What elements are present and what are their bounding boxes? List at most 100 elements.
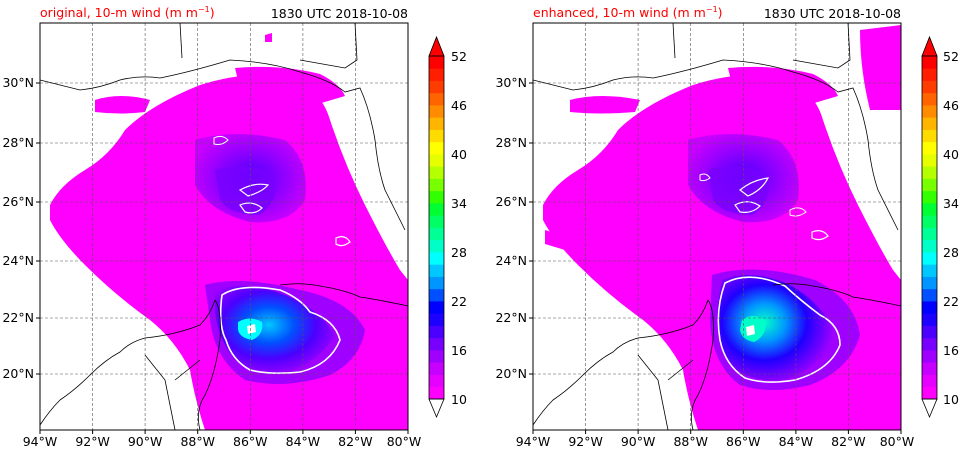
colorbar-segment <box>429 264 444 277</box>
right-panel-title: enhanced, 10-m wind (m m−1) <box>533 5 723 20</box>
colorbar-tick-label: 40 <box>451 147 467 162</box>
colorbar-segment <box>922 178 937 192</box>
colorbar-tick-label: 52 <box>451 49 467 64</box>
colorbar-segment <box>922 362 937 375</box>
left-axis-ticks <box>36 82 409 434</box>
right-wind-field <box>533 23 901 430</box>
colorbar-segment <box>429 117 444 130</box>
lon-label: 88°W <box>673 434 708 449</box>
right-map-frame <box>532 22 902 431</box>
colorbar-segment <box>429 350 444 363</box>
colorbar-segment <box>429 80 444 94</box>
colorbar-segment <box>429 239 444 253</box>
lon-label: 90°W <box>621 434 656 449</box>
colorbar-segment <box>922 252 937 265</box>
colorbar-segment <box>922 350 937 363</box>
colorbar-tick-label: 34 <box>943 196 959 211</box>
right-colorbar-frame <box>921 55 938 400</box>
colorbar-segment <box>922 276 937 290</box>
right-colorbar-max-extension <box>921 35 938 57</box>
colorbar-tick-label: 22 <box>943 294 959 309</box>
right-coastline <box>533 23 901 430</box>
left-map-frame <box>39 22 409 431</box>
left-colorbar-labels: 52 46 40 34 28 22 16 10 <box>451 49 467 407</box>
colorbar-segment <box>429 56 444 69</box>
colorbar-tick-label: 22 <box>451 294 467 309</box>
left-colorbar-max-extension <box>428 35 445 57</box>
colorbar-segment <box>429 374 444 388</box>
colorbar-tick-label: 10 <box>451 392 467 407</box>
colorbar-tick-label: 52 <box>943 49 959 64</box>
colorbar-segment <box>429 92 444 106</box>
right-graticule <box>533 23 901 430</box>
colorbar-segment <box>429 386 444 400</box>
colorbar-tick-label: 16 <box>943 343 959 358</box>
left-coastline <box>40 23 408 430</box>
colorbar-segment <box>922 288 937 302</box>
lon-label: 94°W <box>23 434 58 449</box>
left-colorbar-min-extension <box>428 398 445 419</box>
colorbar-segment <box>429 154 444 167</box>
colorbar-segment <box>922 264 937 277</box>
colorbar-segment <box>922 154 937 167</box>
lon-label: 92°W <box>568 434 603 449</box>
colorbar-segment <box>429 313 444 326</box>
lat-label: 26°N <box>2 194 34 209</box>
left-panel-title: original, 10-m wind (m m−1) <box>40 5 215 20</box>
colorbar-segment <box>429 252 444 265</box>
lat-label: 28°N <box>2 135 34 150</box>
lat-label: 28°N <box>495 135 527 150</box>
lat-label: 24°N <box>495 253 527 268</box>
left-map-panel: original, 10-m wind (m m−1) 1830 UTC 201… <box>2 5 421 449</box>
lon-label: 80°W <box>880 434 915 449</box>
colorbar-segment <box>429 227 444 241</box>
colorbar-segment <box>922 92 937 106</box>
colorbar-tick-label: 40 <box>943 147 959 162</box>
lat-label: 30°N <box>2 75 34 90</box>
left-panel-timestamp: 1830 UTC 2018-10-08 <box>271 6 408 21</box>
left-graticule <box>40 23 408 430</box>
colorbar-tick-label: 46 <box>451 98 467 113</box>
left-lat-labels: 30°N 28°N 26°N 24°N 22°N 20°N <box>2 75 34 381</box>
colorbar-segment <box>922 141 937 155</box>
colorbar-segment <box>429 190 444 204</box>
colorbar-segment <box>429 178 444 192</box>
colorbar-segment <box>922 227 937 241</box>
colorbar-segment <box>922 386 937 400</box>
colorbar-segment <box>922 203 937 216</box>
colorbar-segment <box>922 239 937 253</box>
colorbar-segment <box>922 215 937 228</box>
colorbar-tick-label: 28 <box>943 245 959 260</box>
left-wind-field <box>40 23 408 430</box>
colorbar-segment <box>922 68 937 81</box>
right-panel-timestamp: 1830 UTC 2018-10-08 <box>764 6 901 21</box>
colorbar-segment <box>922 56 937 69</box>
right-colorbar: 52 46 40 34 28 22 16 10 <box>921 35 959 419</box>
colorbar-segment <box>429 337 444 351</box>
lon-label: 86°W <box>233 434 268 449</box>
colorbar-segment <box>922 105 937 118</box>
lon-label: 86°W <box>726 434 761 449</box>
left-lon-labels: 94°W 92°W 90°W 88°W 86°W 84°W 82°W 80°W <box>23 434 422 449</box>
colorbar-segment <box>922 337 937 351</box>
colorbar-segment <box>429 105 444 118</box>
lat-label: 20°N <box>2 366 34 381</box>
colorbar-segment <box>922 301 937 314</box>
colorbar-segment <box>922 166 937 179</box>
colorbar-tick-label: 34 <box>451 196 467 211</box>
colorbar-tick-label: 10 <box>943 392 959 407</box>
colorbar-segment <box>429 68 444 81</box>
lat-label: 24°N <box>2 253 34 268</box>
colorbar-segment <box>429 276 444 290</box>
colorbar-segment <box>429 215 444 228</box>
colorbar-segment <box>429 141 444 155</box>
right-map-panel: enhanced, 10-m wind (m m−1) 1830 UTC 201… <box>495 5 914 449</box>
right-lon-labels: 94°W 92°W 90°W 88°W 86°W 84°W 82°W 80°W <box>516 434 915 449</box>
colorbar-tick-label: 46 <box>943 98 959 113</box>
colorbar-segment <box>429 288 444 302</box>
colorbar-segment <box>922 313 937 326</box>
lat-label: 22°N <box>495 310 527 325</box>
colorbar-segment <box>922 374 937 388</box>
colorbar-segment <box>922 129 937 143</box>
